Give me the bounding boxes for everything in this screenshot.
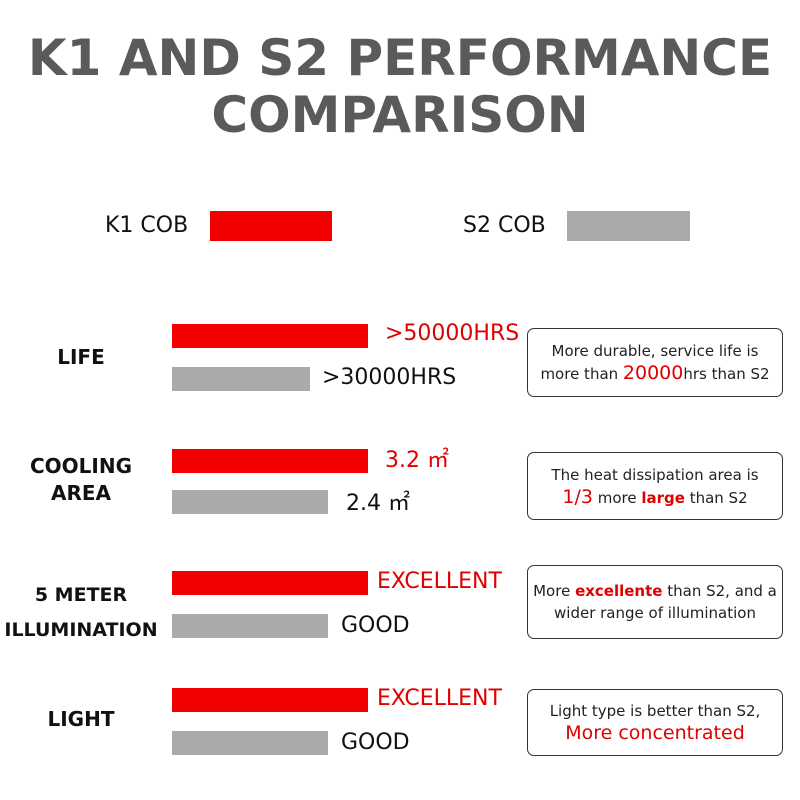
note: The heat dissipation area is 1/3 more lar… bbox=[527, 452, 783, 520]
s2-bar bbox=[172, 731, 328, 755]
note-text: large bbox=[641, 488, 685, 507]
note-text: More concentrated bbox=[565, 722, 745, 744]
note-line: wider range of illumination bbox=[554, 602, 756, 624]
note-text: The heat dissipation area is bbox=[551, 465, 759, 484]
s2-bar bbox=[172, 367, 310, 391]
note-text: More bbox=[533, 582, 576, 600]
title: K1 AND S2 PERFORMANCE bbox=[27, 29, 773, 87]
k1-bar bbox=[172, 449, 368, 473]
note-text: More durable, service life is bbox=[551, 342, 759, 360]
s2-value: >30000HRS bbox=[322, 365, 457, 390]
s2-bar bbox=[172, 490, 328, 514]
note: More excellente than S2, and a wider rang… bbox=[527, 565, 783, 639]
note-text: more bbox=[592, 488, 642, 507]
note-text: 20000 bbox=[622, 362, 684, 384]
s2-value: GOOD bbox=[341, 730, 410, 755]
note-line: More durable, service life is bbox=[552, 340, 759, 362]
row-label: COOLING AREA bbox=[0, 453, 162, 507]
legend-label: S2 COB bbox=[463, 213, 546, 238]
note-text: hrs than S2 bbox=[683, 365, 770, 383]
note-text: wider range of illumination bbox=[554, 604, 756, 622]
legend-label: K1 COB bbox=[105, 213, 189, 238]
label-line: ILLUMINATION bbox=[4, 619, 158, 641]
legend-swatch bbox=[567, 211, 690, 241]
k1-value: >50000HRS bbox=[385, 321, 520, 346]
s2-value: 2.4 ㎡ bbox=[346, 491, 410, 516]
k1-value: EXCELLENT bbox=[377, 569, 502, 594]
note-line: More concentrated bbox=[565, 722, 745, 745]
note-text: more than bbox=[540, 365, 623, 383]
note-text: excellente bbox=[575, 582, 663, 600]
row-label: LIFE bbox=[0, 344, 162, 371]
label-line: COOLING bbox=[29, 454, 133, 478]
note: More durable, service life is more than 2… bbox=[527, 328, 783, 397]
legend-swatch bbox=[210, 211, 332, 241]
k1-value: EXCELLENT bbox=[377, 686, 502, 711]
note-line: The heat dissipation area is bbox=[551, 464, 758, 486]
title: COMPARISON bbox=[211, 86, 589, 144]
note-line: More excellente than S2, and a bbox=[533, 580, 777, 602]
label-line: LIFE bbox=[57, 345, 105, 369]
k1-bar bbox=[172, 571, 368, 595]
k1-bar bbox=[172, 688, 368, 712]
row-label: LIGHT bbox=[0, 706, 162, 733]
note-line: Light type is better than S2, bbox=[550, 700, 761, 722]
note-text: 1/3 bbox=[562, 485, 593, 508]
s2-bar bbox=[172, 614, 328, 638]
note-line: 1/3 more large than S2 bbox=[562, 486, 747, 509]
note-text: Light type is better than S2, bbox=[549, 702, 761, 720]
k1-bar bbox=[172, 324, 368, 348]
row-label: 5 METER ILLUMINATION bbox=[0, 578, 162, 648]
label-line: AREA bbox=[50, 481, 112, 505]
note: Light type is better than S2, More concen… bbox=[527, 689, 783, 756]
s2-value: GOOD bbox=[341, 613, 410, 638]
k1-value: 3.2 ㎡ bbox=[385, 448, 449, 473]
label-line: 5 METER bbox=[34, 584, 128, 606]
note-text: than S2, and a bbox=[662, 582, 777, 600]
note-line: more than 20000hrs than S2 bbox=[540, 362, 769, 385]
label-line: LIGHT bbox=[47, 707, 115, 731]
note-text: than S2 bbox=[684, 488, 748, 507]
